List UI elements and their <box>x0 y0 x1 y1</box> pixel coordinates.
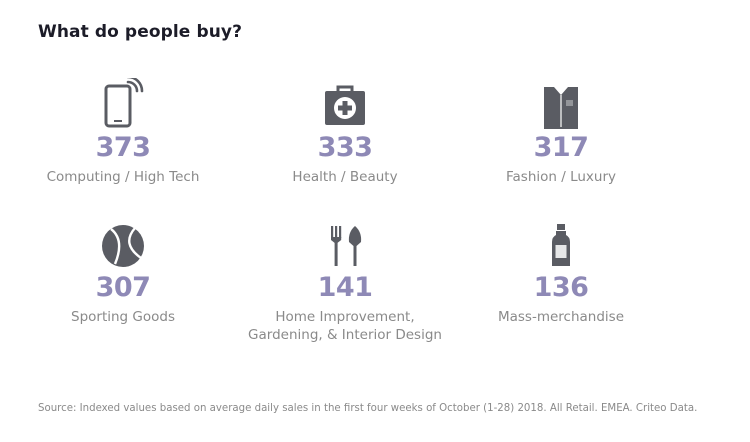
page-title: What do people buy? <box>38 22 243 42</box>
category-value: 333 <box>317 132 373 163</box>
smartphone-icon <box>18 78 228 130</box>
category-value: 307 <box>95 272 151 303</box>
category-label: Fashion / Luxury <box>505 169 616 185</box>
category-home: 141 Home Improvement, Gardening, & Inter… <box>240 218 450 344</box>
category-label: Computing / High Tech <box>46 169 200 185</box>
category-value: 136 <box>533 272 589 303</box>
category-value: 141 <box>317 272 373 303</box>
bottle-icon <box>456 218 666 270</box>
ball-icon <box>18 218 228 270</box>
shirt-icon <box>456 78 666 130</box>
category-sporting: 307 Sporting Goods <box>18 218 228 326</box>
category-label: Home Improvement, Gardening, & Interior … <box>248 309 442 343</box>
category-health: 333 Health / Beauty <box>240 78 450 186</box>
category-label: Health / Beauty <box>292 169 398 185</box>
source-note: Source: Indexed values based on average … <box>38 403 698 414</box>
category-computing: 373 Computing / High Tech <box>18 78 228 186</box>
category-mass-merchandise: 136 Mass-merchandise <box>456 218 666 326</box>
category-label: Sporting Goods <box>71 309 175 325</box>
category-value: 373 <box>95 132 151 163</box>
category-fashion: 317 Fashion / Luxury <box>456 78 666 186</box>
category-label: Mass-merchandise <box>497 309 625 325</box>
first-aid-kit-icon <box>240 78 450 130</box>
category-value: 317 <box>533 132 589 163</box>
fork-and-trowel-icon <box>240 218 450 270</box>
